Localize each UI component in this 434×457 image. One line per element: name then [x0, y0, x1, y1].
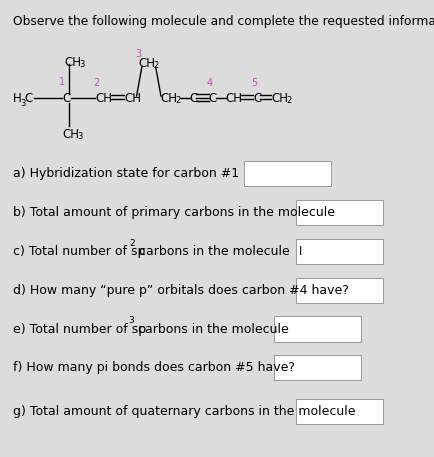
Text: 3: 3: [79, 60, 85, 69]
Text: 3: 3: [128, 316, 134, 325]
Text: b) Total amount of primary carbons in the molecule: b) Total amount of primary carbons in th…: [13, 206, 334, 219]
Text: 1: 1: [59, 77, 65, 87]
Text: CH: CH: [95, 92, 112, 105]
Text: 4: 4: [207, 78, 213, 88]
Text: 3: 3: [77, 132, 82, 141]
FancyBboxPatch shape: [295, 200, 382, 225]
Text: C: C: [253, 92, 261, 105]
Text: C: C: [62, 92, 71, 105]
Text: C: C: [189, 92, 197, 105]
Text: CH: CH: [64, 56, 81, 69]
Text: g) Total amount of quaternary carbons in the molecule: g) Total amount of quaternary carbons in…: [13, 405, 355, 418]
Text: a) Hybridization state for carbon #1: a) Hybridization state for carbon #1: [13, 167, 239, 180]
Text: C: C: [208, 92, 217, 105]
Text: CH: CH: [124, 92, 141, 105]
Text: 2: 2: [129, 239, 135, 248]
Text: CH: CH: [160, 92, 177, 105]
Text: f) How many pi bonds does carbon #5 have?: f) How many pi bonds does carbon #5 have…: [13, 361, 294, 374]
Text: carbons in the molecule: carbons in the molecule: [135, 245, 289, 258]
Text: d) How many “pure p” orbitals does carbon #4 have?: d) How many “pure p” orbitals does carbo…: [13, 284, 348, 297]
Text: CH: CH: [270, 92, 287, 105]
Text: c) Total number of sp: c) Total number of sp: [13, 245, 145, 258]
Text: I: I: [299, 245, 302, 258]
FancyBboxPatch shape: [295, 278, 382, 303]
FancyBboxPatch shape: [295, 239, 382, 264]
Text: 2: 2: [175, 96, 180, 105]
Text: 2: 2: [93, 78, 99, 88]
Text: 2: 2: [286, 96, 291, 105]
Text: Observe the following molecule and complete the requested information:: Observe the following molecule and compl…: [13, 15, 434, 27]
Text: H: H: [13, 92, 22, 105]
FancyBboxPatch shape: [273, 316, 360, 342]
Text: carbons in the molecule: carbons in the molecule: [134, 323, 288, 335]
Text: 2: 2: [153, 61, 158, 70]
Text: 3: 3: [135, 49, 141, 59]
Text: 5: 5: [251, 78, 257, 88]
FancyBboxPatch shape: [273, 356, 360, 380]
FancyBboxPatch shape: [243, 161, 330, 186]
Text: CH: CH: [138, 58, 155, 70]
Text: 3: 3: [20, 99, 26, 108]
FancyBboxPatch shape: [295, 399, 382, 424]
Text: e) Total number of sp: e) Total number of sp: [13, 323, 146, 335]
Text: CH: CH: [225, 92, 242, 105]
Text: C: C: [25, 92, 33, 105]
Text: CH: CH: [62, 128, 79, 141]
